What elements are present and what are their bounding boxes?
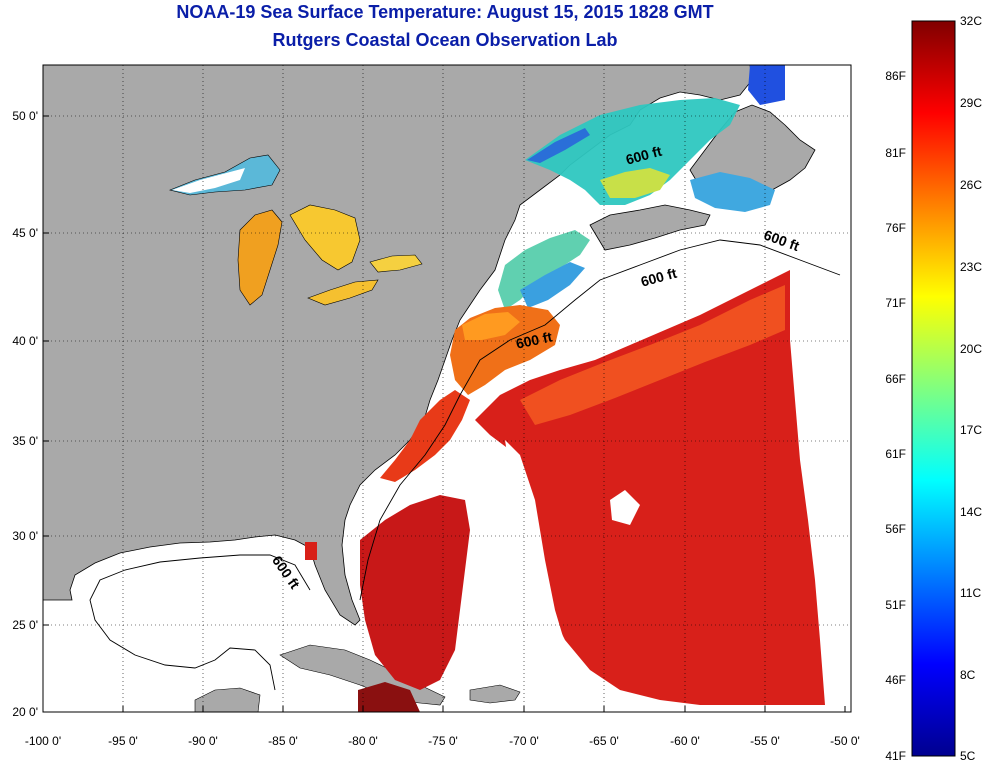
lat-tick-label: 40 0' (12, 334, 38, 348)
colorbar-fahrenheit-label: 66F (885, 372, 906, 386)
gulf-st-lawrence-sst (525, 98, 740, 205)
lake-michigan (237, 209, 283, 306)
colorbar-fahrenheit-label: 61F (885, 447, 906, 461)
colorbar-fahrenheit-label: 71F (885, 296, 906, 310)
lon-tick-label: -70 0' (509, 734, 539, 748)
lon-tick-label: -100 0' (25, 734, 61, 748)
colorbar-celsius-label: 17C (960, 423, 982, 437)
colorbar-fahrenheit-label: 81F (885, 146, 906, 160)
lat-tick-label: 20 0' (12, 705, 38, 719)
yucatan-land (194, 687, 261, 712)
lon-tick-label: -90 0' (188, 734, 218, 748)
lat-tick-label: 35 0' (12, 434, 38, 448)
lon-tick-label: -50 0' (830, 734, 860, 748)
map-title: NOAA-19 Sea Surface Temperature: August … (176, 2, 714, 22)
hispaniola-land (469, 684, 521, 704)
colorbar-labels: 32C 29C 26C 23C 20C 17C 14C 11C 8C 5C 86F 81F 76F 71F… (885, 14, 982, 763)
gulf-small-patch (305, 542, 317, 560)
colorbar-celsius-label: 8C (960, 668, 976, 682)
lake-superior-white (172, 168, 245, 193)
lon-tick-label: -65 0' (589, 734, 619, 748)
lake-huron (289, 204, 361, 271)
colorbar-gradient (911, 20, 956, 757)
colorbar-celsius-label: 11C (960, 586, 981, 600)
colorbar-fahrenheit-label: 76F (885, 221, 906, 235)
lat-tick-label: 45 0' (12, 226, 38, 240)
axis-ticks: -100 0' -95 0' -90 0' -85 0' -80 0' -75 0' -70… (12, 109, 859, 748)
colorbar-fahrenheit-label: 51F (885, 598, 906, 612)
colorbar-celsius-label: 20C (960, 342, 982, 356)
colorbar-celsius-label: 26C (960, 178, 982, 192)
newfoundland-shelf-sst (690, 172, 775, 212)
lake-ontario (369, 254, 423, 273)
cloud-patch (610, 490, 640, 525)
lon-tick-label: -55 0' (750, 734, 780, 748)
mid-atlantic-orange (462, 312, 520, 340)
graticule-grid (43, 65, 851, 712)
lon-tick-label: -80 0' (348, 734, 378, 748)
lat-tick-label: 30 0' (12, 529, 38, 543)
shelf-cool-blue (520, 262, 585, 308)
labrador-sea-blue (748, 65, 785, 105)
colorbar-fahrenheit-label: 46F (885, 673, 906, 687)
colorbar-fahrenheit-label: 86F (885, 69, 906, 83)
open-atlantic-sst (475, 270, 825, 705)
depth-contour-600ft-gulf (89, 554, 311, 691)
map-frame (42, 64, 852, 713)
colorbar-celsius-label: 32C (960, 14, 982, 28)
lon-tick-label: -75 0' (428, 734, 458, 748)
colorbar-celsius-label: 5C (960, 749, 976, 763)
bahamas-sst (360, 495, 470, 690)
lon-tick-label: -60 0' (670, 734, 700, 748)
map-plot-area (43, 65, 851, 712)
south-atlantic-bight-sst (380, 390, 470, 482)
colorbar-fahrenheit-label: 41F (885, 749, 906, 763)
lon-tick-label: -95 0' (108, 734, 138, 748)
nova-scotia-land (589, 204, 711, 251)
cloud-streak (505, 440, 570, 665)
colorbar-fahrenheit-label: 56F (885, 522, 906, 536)
st-lawrence-blue (527, 128, 590, 163)
caribbean-sst (358, 682, 420, 712)
lat-tick-label: 50 0' (12, 109, 38, 123)
lake-erie (307, 279, 379, 306)
colorbar-celsius-label: 14C (960, 505, 982, 519)
open-atlantic-orange (520, 285, 785, 425)
colorbar-celsius-label: 29C (960, 96, 982, 110)
depth-contour-label: 600 ft (514, 328, 553, 351)
map-subtitle: Rutgers Coastal Ocean Observation Lab (272, 30, 618, 50)
colorbar-celsius-label: 23C (960, 260, 982, 274)
gulf-st-lawrence-yellow (600, 168, 670, 198)
depth-contour-600ft-east (359, 239, 841, 601)
lon-tick-label: -85 0' (268, 734, 298, 748)
lat-tick-label: 25 0' (12, 618, 38, 632)
